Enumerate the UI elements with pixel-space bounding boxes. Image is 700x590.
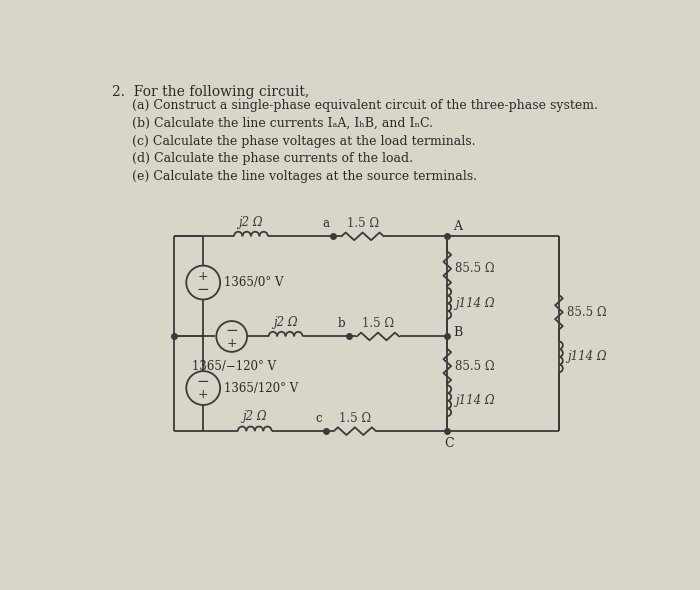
Text: −: − [197,375,209,389]
Text: a: a [323,217,330,230]
Text: 85.5 Ω: 85.5 Ω [455,359,495,373]
Text: (c) Calculate the phase voltages at the load terminals.: (c) Calculate the phase voltages at the … [132,135,475,148]
Text: 1365/−120° V: 1365/−120° V [192,359,276,372]
Text: −: − [197,282,209,297]
Text: +: + [226,337,237,350]
Text: C: C [444,437,454,450]
Text: +: + [198,270,209,283]
Text: (d) Calculate the phase currents of the load.: (d) Calculate the phase currents of the … [132,152,412,165]
Text: +: + [198,388,209,401]
Text: 1365/0° V: 1365/0° V [224,276,284,289]
Text: (b) Calculate the line currents IₐA, IₕB, and IₙC.: (b) Calculate the line currents IₐA, IₕB… [132,117,433,130]
Text: (a) Construct a single-phase equivalent circuit of the three-phase system.: (a) Construct a single-phase equivalent … [132,99,598,112]
Text: 1365/120° V: 1365/120° V [224,382,298,395]
Text: 1.5 Ω: 1.5 Ω [339,412,371,425]
Text: A: A [454,219,463,232]
Text: j114 Ω: j114 Ω [567,350,606,363]
Text: 2.  For the following circuit,: 2. For the following circuit, [112,84,309,99]
Text: 85.5 Ω: 85.5 Ω [567,306,606,319]
Text: 1.5 Ω: 1.5 Ω [346,217,379,230]
Text: j2 Ω: j2 Ω [273,316,298,329]
Text: B: B [454,326,463,339]
Text: c: c [315,412,322,425]
Text: (e) Calculate the line voltages at the source terminals.: (e) Calculate the line voltages at the s… [132,170,477,183]
Text: −: − [225,323,238,338]
Text: j114 Ω: j114 Ω [455,297,495,310]
Text: j2 Ω: j2 Ω [239,216,263,229]
Text: 85.5 Ω: 85.5 Ω [455,262,495,275]
Text: j114 Ω: j114 Ω [455,394,495,407]
Text: 1.5 Ω: 1.5 Ω [362,317,394,330]
Text: b: b [337,317,345,330]
Text: j2 Ω: j2 Ω [242,411,267,424]
